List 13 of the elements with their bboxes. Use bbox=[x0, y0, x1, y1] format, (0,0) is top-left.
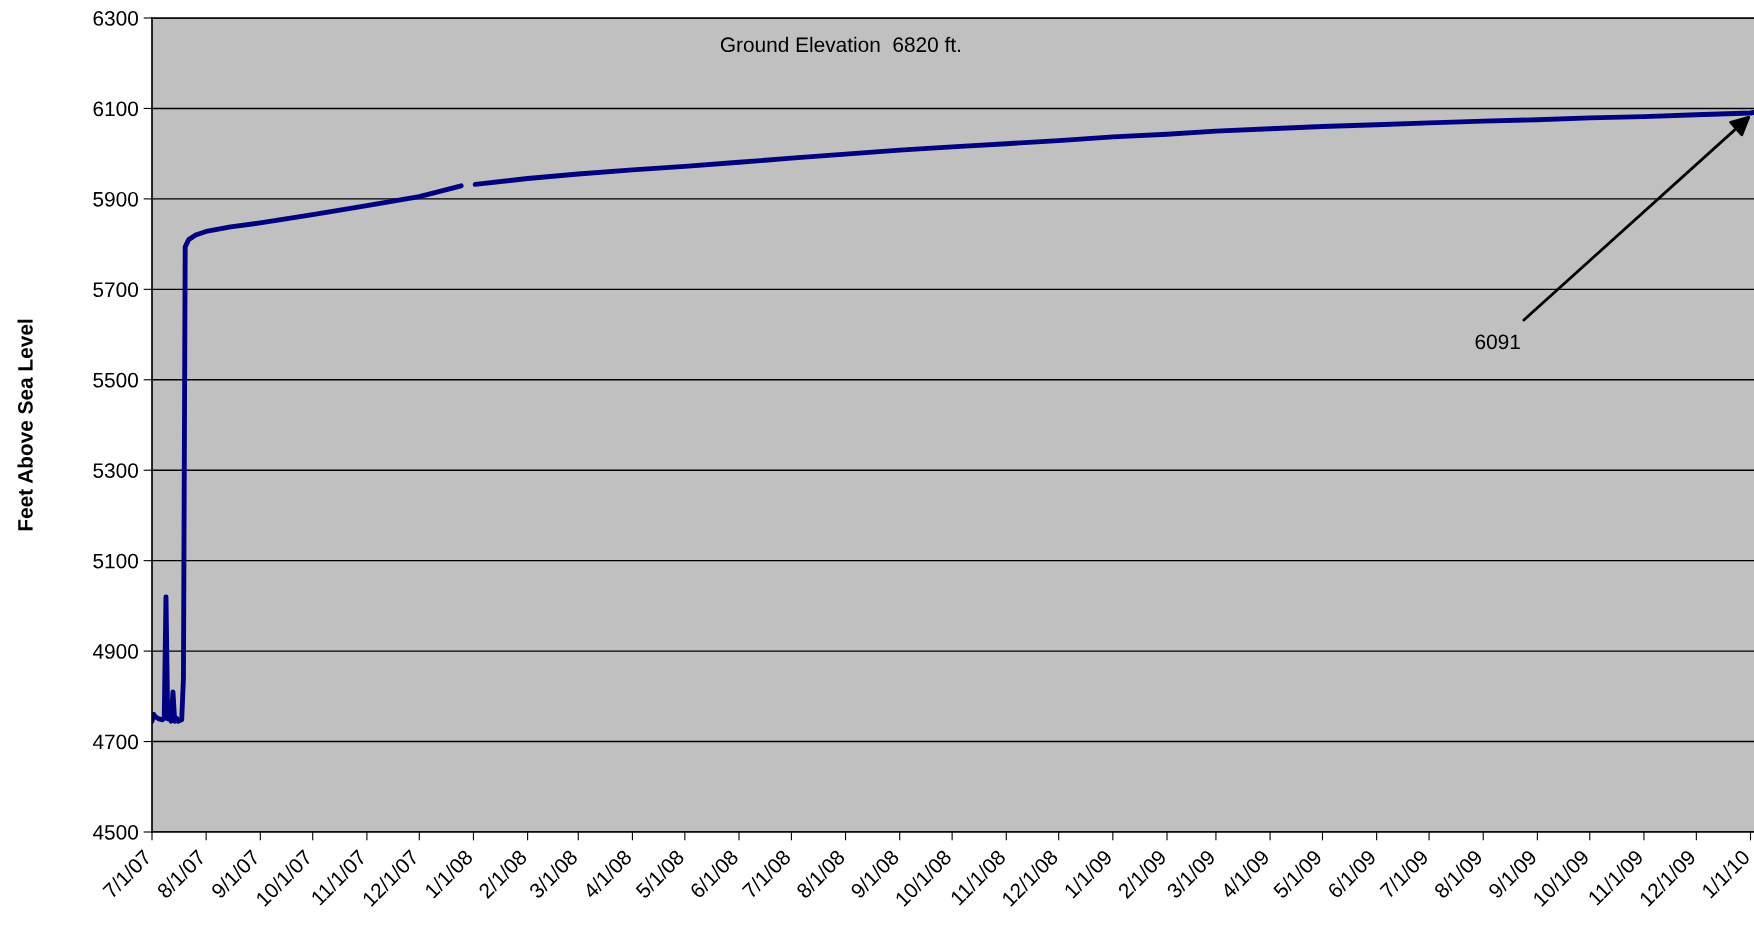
y-tick-label: 5700 bbox=[93, 282, 138, 298]
y-tick-label: 4700 bbox=[92, 734, 138, 750]
y-tick-label: 5900 bbox=[93, 191, 138, 207]
annotation: 6091 bbox=[1475, 334, 1520, 350]
y-tick-label: 6300 bbox=[93, 11, 138, 26]
y-tick-label: 4900 bbox=[92, 644, 138, 659]
annotation: Ground Elevation 6820 ft. bbox=[720, 36, 960, 53]
y-tick-label: 6100 bbox=[93, 101, 138, 117]
y-tick-label: 5100 bbox=[93, 553, 138, 569]
y-tick-label: 5300 bbox=[93, 463, 138, 478]
y-axis-title: Feet Above Sea Level bbox=[17, 319, 33, 531]
y-tick-label: 5500 bbox=[93, 372, 138, 388]
y-tick-label: 4500 bbox=[92, 825, 138, 840]
